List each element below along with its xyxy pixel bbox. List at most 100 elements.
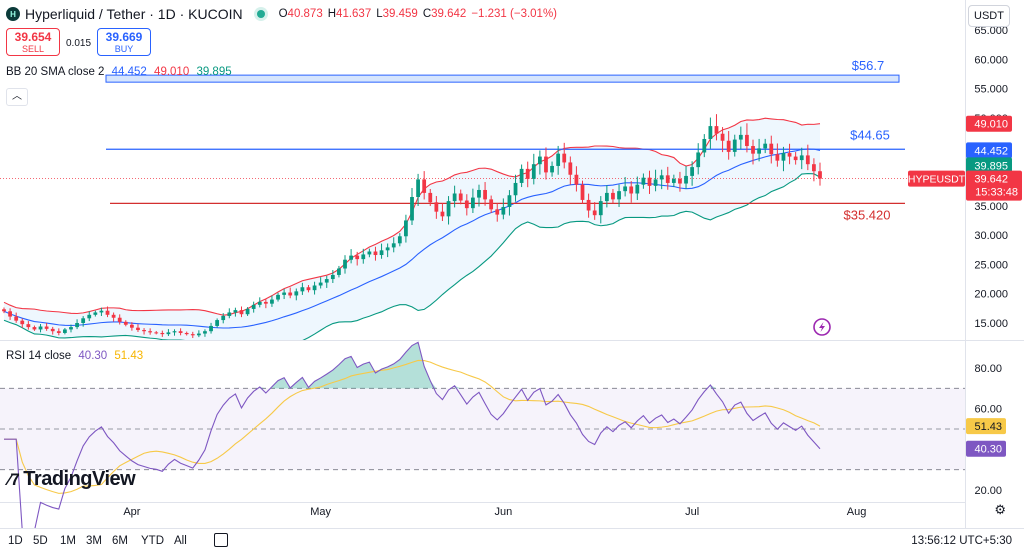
last-price-text: 39.642 xyxy=(974,174,1008,186)
candle xyxy=(355,255,360,260)
candle xyxy=(501,206,506,215)
rsi-ma-tag xyxy=(966,418,1006,435)
candle xyxy=(434,202,439,212)
timeframe-1m[interactable]: 1M xyxy=(60,535,76,547)
level-label-resistance: $56.7 xyxy=(852,58,885,73)
timeframe-5d[interactable]: 5D xyxy=(33,535,48,547)
candle xyxy=(544,156,548,173)
candle xyxy=(8,311,12,317)
resistance-zone[interactable] xyxy=(105,74,900,83)
candle xyxy=(775,154,780,161)
bb-basis-tag-text: 44.452 xyxy=(974,145,1008,157)
sell-label: SELL xyxy=(21,44,45,54)
gear-icon[interactable]: ⚙ xyxy=(994,502,1006,517)
candle xyxy=(422,179,427,193)
rsi-ma-value: 51.43 xyxy=(114,350,144,362)
sell-button[interactable]: 39.654 SELL xyxy=(6,28,60,56)
candle xyxy=(586,199,591,211)
symbol-title[interactable]: Hyperliquid / Tether · 1D · KUCOIN xyxy=(25,6,243,22)
candle xyxy=(714,126,719,134)
candle xyxy=(757,148,761,154)
candle xyxy=(75,323,79,328)
candle xyxy=(617,191,621,200)
bb-basis-value: 44.452 xyxy=(111,66,147,78)
bb-legend[interactable]: BB 20 SMA close 2 44.452 49.010 39.895 xyxy=(6,66,232,78)
candles xyxy=(2,114,822,339)
chart-canvas[interactable]: $56.7$44.65$35.420 65.00060.00055.00050.… xyxy=(0,0,1024,528)
rsi-ma-line xyxy=(4,359,821,494)
candle xyxy=(184,332,189,335)
price-tick-label: 15.000 xyxy=(974,318,1008,330)
ohlc-O: O40.873 xyxy=(278,8,323,20)
candle xyxy=(440,211,445,217)
candle xyxy=(270,299,274,304)
rsi-legend-label: RSI 14 close xyxy=(6,350,72,362)
bb-upper-tag xyxy=(966,115,1012,132)
calendar-icon[interactable] xyxy=(214,533,228,547)
candle xyxy=(56,331,61,333)
candle xyxy=(93,312,98,315)
candle xyxy=(812,164,816,172)
candle xyxy=(659,175,664,180)
sell-price: 39.654 xyxy=(14,30,52,44)
candle xyxy=(44,326,49,329)
candle xyxy=(69,327,73,330)
timeframe-all[interactable]: All xyxy=(174,535,187,547)
rsi-tick-label: 80.00 xyxy=(974,363,1002,375)
clock[interactable]: 13:56:12 UTC+5:30 xyxy=(911,535,1012,547)
candle xyxy=(635,184,640,194)
lightning-icon[interactable] xyxy=(813,318,831,336)
candle xyxy=(471,197,475,209)
candle xyxy=(337,268,341,275)
candle xyxy=(446,201,451,217)
last-price-tag xyxy=(966,170,1022,201)
candle xyxy=(574,174,579,185)
candle xyxy=(726,140,731,152)
candle xyxy=(221,315,226,321)
rsi-pane xyxy=(0,341,965,528)
collapse-legend-button[interactable]: ︿ xyxy=(6,88,28,106)
candle xyxy=(818,171,822,179)
timeframe-ytd[interactable]: YTD xyxy=(141,535,164,547)
candle xyxy=(367,251,372,255)
rsi-legend[interactable]: RSI 14 close 40.30 51.43 xyxy=(6,350,143,362)
candle xyxy=(696,152,701,168)
candle xyxy=(793,156,798,161)
timeframe-3m[interactable]: 3M xyxy=(86,535,102,547)
candle xyxy=(647,177,652,186)
time-axis: Apr May Jun Jul Aug xyxy=(123,506,866,518)
candle xyxy=(99,310,104,313)
price-tick-label: 65.000 xyxy=(974,25,1008,37)
candle xyxy=(239,310,244,315)
candle xyxy=(142,330,146,332)
candle xyxy=(763,143,768,149)
candle xyxy=(148,331,153,333)
candle xyxy=(720,133,725,141)
candle xyxy=(288,292,293,296)
candle xyxy=(117,317,122,322)
candle xyxy=(495,209,500,215)
candle xyxy=(245,308,250,315)
candle xyxy=(671,178,676,183)
ohlc-change: −1.231 (−3.01%) xyxy=(471,8,557,20)
bb-lower-value: 39.895 xyxy=(196,66,232,78)
rsi-ma-tag-text: 51.43 xyxy=(974,421,1002,433)
candle xyxy=(580,184,585,200)
bb-basis-tag xyxy=(966,142,1012,159)
candle xyxy=(787,153,792,157)
market-open-icon xyxy=(256,10,265,18)
bb-upper-value: 49.010 xyxy=(154,66,190,78)
buy-button[interactable]: 39.669 BUY xyxy=(97,28,151,56)
candle xyxy=(653,179,658,186)
timeframe-1d[interactable]: 1D xyxy=(8,535,23,547)
bottom-toolbar: 1D 5D 1M 3M 6M YTD All 13:56:12 UTC+5:30 xyxy=(0,528,1024,556)
time-tick-label: Apr xyxy=(123,506,140,518)
timeframe-6m[interactable]: 6M xyxy=(112,535,128,547)
currency-selector[interactable]: USDT xyxy=(968,5,1010,27)
candle xyxy=(690,167,695,176)
ohlc-H: H41.637 xyxy=(327,8,372,20)
candle xyxy=(136,327,140,331)
candle xyxy=(452,193,457,202)
price-tick-label: 25.000 xyxy=(974,259,1008,271)
candle xyxy=(550,165,554,173)
